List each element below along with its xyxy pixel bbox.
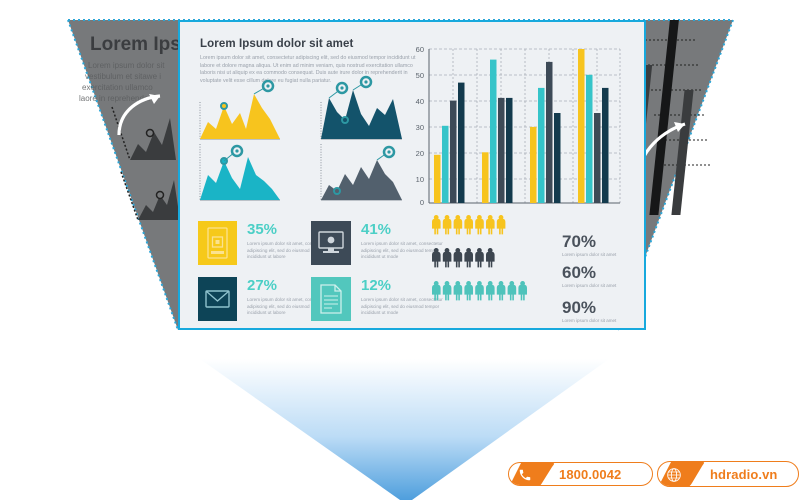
svg-text:Lorem ipsum dolor sit amet: Lorem ipsum dolor sit amet — [562, 252, 617, 257]
svg-text:60: 60 — [416, 45, 424, 54]
svg-text:70%: 70% — [562, 232, 596, 251]
svg-text:Lorem ipsum dolor sit amet: Lorem ipsum dolor sit amet — [562, 283, 617, 288]
svg-text:30: 30 — [416, 123, 424, 132]
svg-text:0: 0 — [420, 198, 424, 207]
svg-text:20: 20 — [416, 149, 424, 158]
svg-text:60%: 60% — [562, 263, 596, 282]
svg-text:Lorem ipsum dolor sit amet: Lorem ipsum dolor sit amet — [562, 318, 617, 323]
svg-text:50: 50 — [416, 71, 424, 80]
svg-text:90%: 90% — [562, 298, 596, 317]
svg-text:40: 40 — [416, 97, 424, 106]
svg-text:10: 10 — [416, 175, 424, 184]
